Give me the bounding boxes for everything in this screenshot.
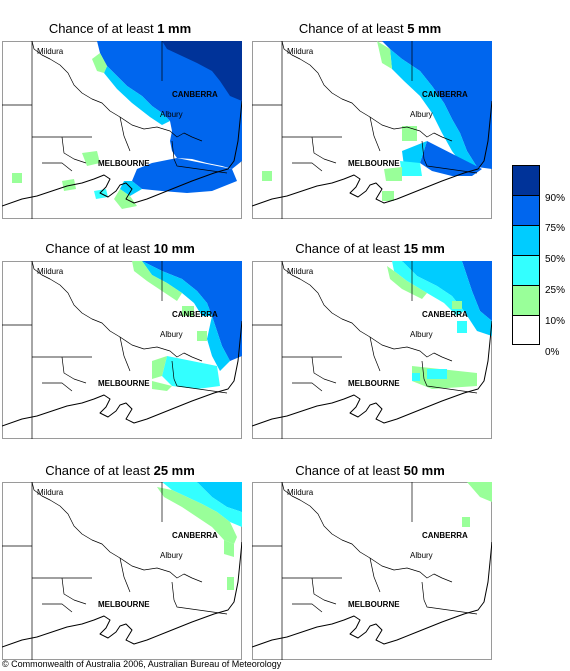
map-panel-15mm: Mildura CANBERRA Albury MELBOURNE — [252, 261, 492, 439]
city-melbourne: MELBOURNE — [98, 600, 150, 609]
city-canberra: CANBERRA — [172, 531, 218, 540]
legend-label-90: 90% — [545, 193, 566, 204]
coastline — [2, 100, 242, 207]
map-panel-25mm: Mildura CANBERRA Albury MELBOURNE — [2, 482, 242, 660]
map-panel-1mm: Mildura CANBERRA Albury MELBOURNE — [2, 41, 242, 219]
copyright-notice: © Commonwealth of Australia 2006, Austra… — [2, 659, 282, 669]
legend-swatch-75 — [512, 195, 540, 225]
city-canberra: CANBERRA — [172, 310, 218, 319]
city-canberra: CANBERRA — [422, 310, 468, 319]
probability-legend — [512, 165, 540, 345]
city-mildura: Mildura — [287, 47, 314, 56]
legend-swatch-50 — [512, 225, 540, 255]
panel-title-15mm: Chance of at least 15 mm — [295, 241, 445, 256]
city-mildura: Mildura — [37, 47, 64, 56]
legend-swatch-90 — [512, 165, 540, 195]
legend-label-25: 25% — [545, 285, 566, 296]
probability-shading — [157, 482, 242, 590]
panel-title-50mm: Chance of at least 50 mm — [295, 463, 445, 478]
state-borders — [2, 261, 228, 439]
probability-shading — [462, 482, 492, 527]
city-albury: Albury — [410, 110, 433, 119]
legend-label-0: 0% — [545, 347, 560, 358]
state-borders — [2, 482, 228, 660]
map-panel-10mm: Mildura CANBERRA Albury MELBOURNE — [2, 261, 242, 439]
legend-swatch-10 — [512, 285, 540, 315]
coastline — [252, 100, 492, 207]
city-mildura: Mildura — [37, 267, 64, 276]
city-albury: Albury — [160, 110, 183, 119]
probability-shading — [262, 41, 492, 201]
city-melbourne: MELBOURNE — [348, 159, 400, 168]
state-borders — [252, 41, 478, 219]
city-albury: Albury — [160, 551, 183, 560]
panel-title-1mm: Chance of at least 1 mm — [48, 21, 192, 36]
city-canberra: CANBERRA — [422, 90, 468, 99]
city-canberra: CANBERRA — [172, 90, 218, 99]
coastline — [252, 320, 492, 427]
city-melbourne: MELBOURNE — [348, 379, 400, 388]
legend-swatch-25 — [512, 255, 540, 285]
probability-shading — [132, 261, 242, 391]
map-panel-5mm: Mildura CANBERRA Albury MELBOURNE — [252, 41, 492, 219]
city-canberra: CANBERRA — [422, 531, 468, 540]
legend-label-75: 75% — [545, 223, 566, 234]
panel-title-10mm: Chance of at least 10 mm — [45, 241, 195, 256]
city-mildura: Mildura — [287, 488, 314, 497]
city-albury: Albury — [410, 551, 433, 560]
state-borders — [2, 41, 228, 219]
panel-title-5mm: Chance of at least 5 mm — [298, 21, 442, 36]
coastline — [2, 541, 242, 648]
probability-shading — [387, 261, 492, 389]
city-mildura: Mildura — [37, 488, 64, 497]
coastline — [252, 541, 492, 648]
panel-title-25mm: Chance of at least 25 mm — [45, 463, 195, 478]
city-melbourne: MELBOURNE — [98, 379, 150, 388]
state-borders — [252, 482, 478, 660]
coastline — [2, 320, 242, 427]
state-borders — [252, 261, 478, 439]
probability-shading — [12, 41, 242, 209]
city-mildura: Mildura — [287, 267, 314, 276]
city-albury: Albury — [160, 330, 183, 339]
legend-label-10: 10% — [545, 316, 566, 327]
city-melbourne: MELBOURNE — [98, 159, 150, 168]
legend-label-50: 50% — [545, 254, 566, 265]
legend-swatch-0 — [512, 315, 540, 345]
city-melbourne: MELBOURNE — [348, 600, 400, 609]
map-panel-50mm: Mildura CANBERRA Albury MELBOURNE — [252, 482, 492, 660]
city-albury: Albury — [410, 330, 433, 339]
